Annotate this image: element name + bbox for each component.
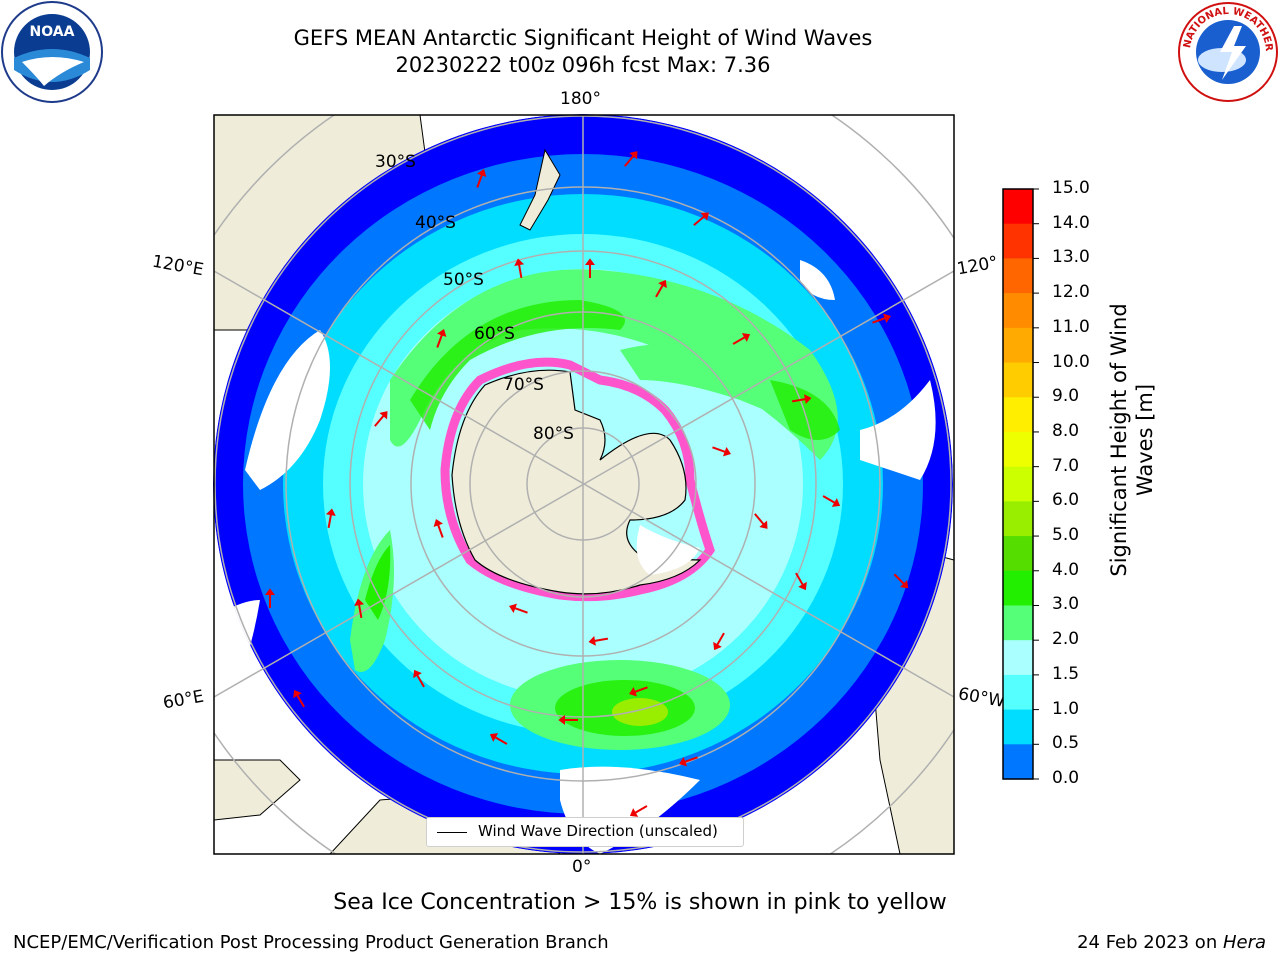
colorbar-swatch — [1003, 293, 1033, 329]
colorbar-swatch — [1003, 536, 1033, 572]
colorbar-swatch — [1003, 189, 1033, 225]
colorbar-tick-label: 13.0 — [1052, 247, 1090, 268]
colorbar-swatch — [1003, 744, 1033, 780]
colorbar-swatch — [1003, 709, 1033, 745]
colorbar-tick-label: 11.0 — [1052, 316, 1090, 337]
colorbar-swatch — [1003, 397, 1033, 433]
colorbar-tick-label: 3.0 — [1052, 594, 1080, 615]
lon-label-0: 0° — [572, 857, 592, 877]
madagascar-land — [214, 759, 301, 821]
noaa-logo: NOAA — [1, 1, 103, 103]
footer-system: Hera — [1222, 932, 1266, 953]
svg-text:NOAA: NOAA — [30, 24, 75, 40]
nws-logo: NATIONAL WEATHER SERVICE — [1176, 0, 1278, 102]
colorbar-tick-label: 0.0 — [1052, 768, 1080, 788]
colorbar-swatch — [1003, 431, 1033, 468]
colorbar-swatch — [1003, 466, 1033, 502]
colorbar-swatch — [1003, 570, 1033, 607]
colorbar-swatch — [1003, 674, 1033, 711]
colorbar-swatch — [1003, 501, 1033, 537]
colorbar-tick-label: 6.0 — [1052, 490, 1080, 511]
lon-label-180: 180° — [560, 89, 601, 109]
colorbar — [1002, 188, 1039, 780]
footer-date: 24 Feb 2023 on Hera — [1077, 932, 1266, 953]
colorbar-tick-label: 12.0 — [1052, 282, 1090, 303]
map-legend: Wind Wave Direction (unscaled) — [426, 817, 744, 847]
colorbar-tick-label: 2.0 — [1052, 629, 1080, 650]
colorbar-label: Significant Height of Wind Waves [m] — [1107, 303, 1157, 576]
colorbar-tick-label: 8.0 — [1052, 420, 1080, 441]
lat-label-30s: 30°S — [375, 152, 416, 172]
colorbar-tick-label: 1.5 — [1052, 663, 1080, 684]
colorbar-tick-label: 10.0 — [1052, 351, 1090, 372]
colorbar-swatch — [1003, 605, 1033, 641]
lat-label-70s: 70°S — [503, 375, 544, 395]
svg-text:Waves [m]: Waves [m] — [1133, 384, 1157, 496]
legend-entry: Wind Wave Direction (unscaled) — [478, 822, 718, 840]
svg-text:Significant Height of Wind: Significant Height of Wind — [1107, 303, 1131, 576]
colorbar-tick-label: 14.0 — [1052, 212, 1090, 233]
colorbar-swatch — [1003, 362, 1033, 398]
lat-label-60s: 60°S — [474, 324, 515, 344]
lat-label-40s: 40°S — [415, 213, 456, 233]
footer-date-text: 24 Feb 2023 on — [1077, 932, 1223, 953]
wind-wave-arrows — [265, 151, 909, 817]
colorbar-tick-label: 1.0 — [1052, 698, 1080, 719]
colorbar-swatch — [1003, 327, 1033, 364]
colorbar-tick-label: 4.0 — [1052, 559, 1080, 580]
sea-ice-note: Sea Ice Concentration > 15% is shown in … — [333, 890, 947, 915]
colorbar-tick-label: 9.0 — [1052, 386, 1080, 407]
colorbar-border — [1002, 188, 1034, 780]
map-subtitle: 20230222 t00z 096h fcst Max: 7.36 — [395, 53, 771, 77]
colorbar-tick-label: 7.0 — [1052, 455, 1080, 476]
map-title: GEFS MEAN Antarctic Significant Height o… — [293, 26, 873, 50]
colorbar-swatch — [1003, 640, 1033, 676]
colorbar-tick-label: 15.0 — [1052, 178, 1090, 198]
colorbar-swatch — [1003, 258, 1033, 294]
lat-label-80s: 80°S — [533, 424, 574, 444]
graticule — [214, 115, 954, 854]
colorbar-swatch — [1003, 223, 1033, 260]
lat-label-50s: 50°S — [443, 270, 484, 290]
colorbar-tick-label: 5.0 — [1052, 525, 1080, 546]
legend-line-swatch — [437, 832, 467, 833]
colorbar-tick-label: 0.5 — [1052, 733, 1080, 754]
map-frame — [213, 114, 955, 855]
footer-organization: NCEP/EMC/Verification Post Processing Pr… — [13, 932, 609, 953]
